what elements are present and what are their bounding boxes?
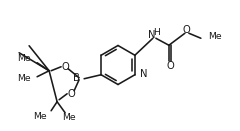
Text: Me: Me [62, 113, 76, 122]
Text: O: O [67, 89, 75, 99]
Text: O: O [182, 25, 190, 35]
Text: N: N [148, 30, 156, 40]
Text: O: O [61, 62, 69, 72]
Text: H: H [153, 28, 160, 37]
Text: N: N [140, 69, 147, 79]
Text: Me: Me [34, 112, 47, 121]
Text: B: B [73, 73, 80, 83]
Text: Me: Me [18, 54, 31, 63]
Text: O: O [166, 61, 174, 71]
Text: Me: Me [208, 32, 222, 41]
Text: Me: Me [18, 74, 31, 83]
